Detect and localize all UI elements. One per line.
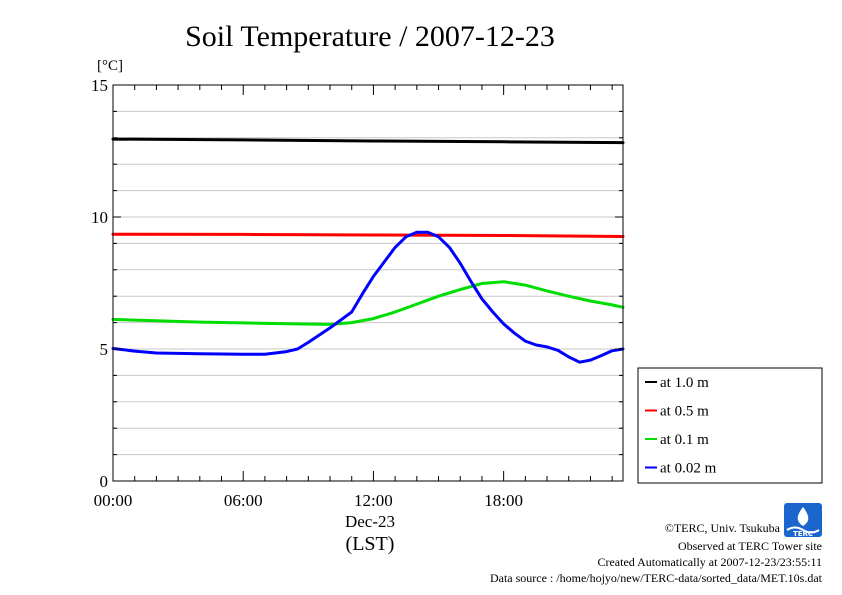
created-text: Created Automatically at 2007-12-23/23:5…: [597, 555, 822, 569]
x-tick-label: 00:00: [94, 491, 133, 510]
x-tick-label: 12:00: [354, 491, 393, 510]
legend: at 1.0 m at 0.5 m at 0.1 m at 0.02 m: [637, 367, 823, 484]
wave-icon: [786, 526, 820, 534]
water-drop-icon: [797, 507, 809, 526]
legend-box: [637, 367, 823, 484]
x-tick-label: 18:00: [484, 491, 523, 510]
y-axis-ticks: 0 5 10 15: [91, 76, 623, 491]
terc-logo: TERC: [784, 503, 822, 538]
series-line-2: [111, 280, 625, 326]
grid-lines: [113, 110, 623, 456]
x-tick-label: 06:00: [224, 491, 263, 510]
legend-label: at 0.5 m: [660, 404, 709, 420]
x-axis-label: (LST): [346, 533, 395, 555]
legend-label: at 0.1 m: [660, 432, 709, 448]
legend-label: at 0.02 m: [660, 461, 717, 477]
series-line-3: [111, 230, 625, 364]
x-date-label: Dec-23: [345, 512, 395, 531]
observed-text: Observed at TERC Tower site: [678, 539, 822, 553]
legend-label: at 1.0 m: [660, 375, 709, 391]
series-line-0: [111, 137, 625, 145]
source-text: Data source : /home/hojyo/new/TERC-data/…: [490, 571, 823, 585]
plot-area: 0 5 10 15 00:00 06:00 12:00 18:00: [91, 76, 625, 510]
y-tick-label: 5: [100, 340, 109, 359]
copyright-text: ©TERC, Univ. Tsukuba: [665, 521, 781, 535]
x-axis-ticks: 00:00 06:00 12:00 18:00: [94, 85, 613, 510]
y-tick-label: 0: [100, 472, 109, 491]
chart-title: Soil Temperature / 2007-12-23: [185, 20, 555, 53]
y-tick-label: 15: [91, 76, 108, 95]
y-tick-label: 10: [91, 208, 108, 227]
plot-frame: [112, 84, 624, 482]
logo-text: TERC: [793, 530, 813, 538]
series-line-1: [111, 232, 625, 238]
series-lines: [111, 137, 625, 364]
y-axis-label: [°C]: [97, 58, 123, 74]
